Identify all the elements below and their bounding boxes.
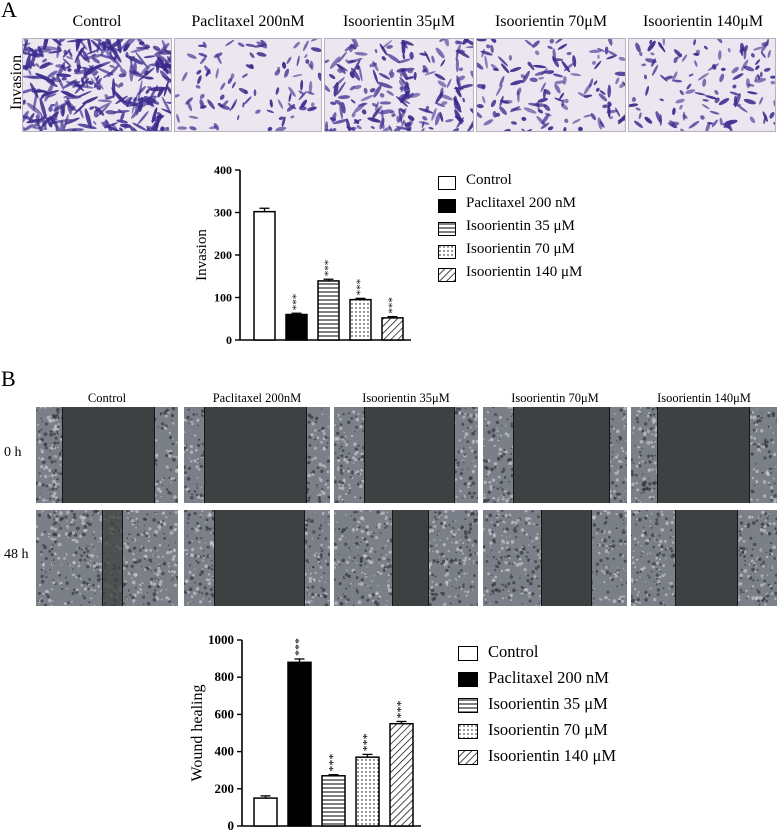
bar <box>321 775 346 827</box>
y-tick-label: 400 <box>214 163 232 177</box>
significance-marker: *** <box>292 638 306 656</box>
legend-label: Isoorientin 140 μM <box>488 746 617 765</box>
y-tick-label: 200 <box>215 781 235 796</box>
legend-swatch-open-icon <box>458 646 478 661</box>
legend-swatch-solid-icon <box>458 672 478 687</box>
legend-label: Isoorientin 35 μM <box>466 218 575 234</box>
y-axis-label: Invasion <box>194 229 210 281</box>
wound-image-paclitaxel-48h <box>184 510 330 606</box>
y-tick-label: 800 <box>215 669 235 684</box>
invasion-label-paclitaxel: Paclitaxel 200nM <box>191 13 305 30</box>
legend-label: Isoorientin 70 μM <box>488 720 608 739</box>
invasion-image-paclitaxel <box>174 38 322 132</box>
wound-legend: Control Paclitaxel 200 nM Isoorientin 35… <box>458 642 658 772</box>
invasion-image-iso140 <box>628 38 776 132</box>
wound-label-control: Control <box>87 391 127 405</box>
wound-image-control-48h <box>36 510 178 606</box>
bar <box>389 722 414 827</box>
legend-swatch-diagonal-icon <box>458 750 478 765</box>
legend-swatch-solid-icon <box>438 199 456 213</box>
wound-image-paclitaxel-0h <box>184 407 330 503</box>
bar <box>285 313 308 341</box>
significance-marker: *** <box>360 733 374 751</box>
row-label-0h: 0 h <box>4 445 22 460</box>
significance-marker: *** <box>394 700 408 718</box>
wound-image-iso70-48h <box>483 510 627 606</box>
wound-image-iso140-0h <box>631 407 777 503</box>
significance-marker: *** <box>291 294 303 311</box>
legend-swatch-dotted-icon <box>438 245 456 259</box>
y-tick-label: 200 <box>214 248 232 262</box>
bar <box>355 756 380 827</box>
significance-marker: *** <box>387 297 399 314</box>
invasion-label-control: Control <box>72 13 122 30</box>
legend-item-iso35: Isoorientin 35 μM <box>458 694 668 718</box>
bar <box>253 210 276 341</box>
legend-label: Control <box>488 642 539 661</box>
legend-item-iso70: Isoorientin 70 μM <box>458 720 668 744</box>
bar <box>349 298 372 341</box>
panel-b-letter: B <box>1 366 16 391</box>
y-tick-label: 0 <box>228 818 235 833</box>
row-label-48h: 48 h <box>4 547 29 562</box>
legend-swatch-horizontal-icon <box>438 222 456 236</box>
y-tick-label: 100 <box>214 291 232 305</box>
y-tick-label: 0 <box>226 333 232 347</box>
wound-image-iso35-48h <box>334 510 478 606</box>
wound-image-iso70-0h <box>483 407 627 503</box>
panel-a-letter: A <box>1 0 17 22</box>
legend-swatch-diagonal-icon <box>438 268 456 282</box>
legend-label: Isoorientin 140 μM <box>466 264 583 280</box>
wound-healing-bar-chart: 0 200 400 600 800 1000 Wound healing *** *** *** *… <box>189 632 421 833</box>
bar <box>381 317 404 341</box>
bar <box>287 661 312 827</box>
invasion-image-control <box>22 38 172 132</box>
legend-swatch-horizontal-icon <box>458 698 478 713</box>
y-tick-label: 600 <box>215 706 235 721</box>
invasion-label-iso70: Isoorientin 70μM <box>494 13 608 30</box>
significance-marker: *** <box>355 279 367 296</box>
y-tick-label: 400 <box>215 744 235 759</box>
legend-item-iso70: Isoorientin 70 μM <box>438 241 648 263</box>
legend-swatch-open-icon <box>438 176 456 190</box>
wound-label-paclitaxel: Paclitaxel 200nM <box>212 391 302 405</box>
legend-swatch-dotted-icon <box>458 724 478 739</box>
wound-label-iso70: Isoorientin 70μM <box>511 391 599 405</box>
wound-label-iso140: Isoorientin 140μM <box>657 391 751 405</box>
wound-image-iso35-0h <box>334 407 478 503</box>
significance-marker: *** <box>323 260 335 277</box>
bar <box>253 797 278 827</box>
legend-label: Paclitaxel 200 nM <box>488 668 609 687</box>
y-axis-label: Wound healing <box>189 685 206 782</box>
invasion-label-iso35: Isoorientin 35μM <box>342 13 456 30</box>
invasion-label-iso140: Isoorientin 140μM <box>642 13 764 30</box>
invasion-image-iso70 <box>476 38 626 132</box>
legend-item-iso140: Isoorientin 140 μM <box>458 746 668 770</box>
legend-label: Paclitaxel 200 nM <box>466 195 576 211</box>
significance-marker: *** <box>326 754 340 772</box>
legend-item-iso35: Isoorientin 35 μM <box>438 218 648 240</box>
legend-item-paclitaxel: Paclitaxel 200 nM <box>458 668 668 692</box>
y-tick-label: 1000 <box>208 632 234 647</box>
legend-label: Isoorientin 35 μM <box>488 694 608 713</box>
bar <box>317 280 340 341</box>
legend-item-paclitaxel: Paclitaxel 200 nM <box>438 195 648 217</box>
invasion-bar-chart: 0 100 200 300 400 Invasion *** *** *** *** <box>194 163 411 347</box>
legend-item-iso140: Isoorientin 140 μM <box>438 264 648 286</box>
invasion-legend: Control Paclitaxel 200 nM Isoorientin 35… <box>438 172 638 292</box>
wound-label-iso35: Isoorientin 35μM <box>362 391 450 405</box>
invasion-image-iso35 <box>324 38 474 132</box>
legend-item-control: Control <box>438 172 648 194</box>
legend-label: Control <box>466 172 512 188</box>
wound-image-iso140-48h <box>631 510 777 606</box>
y-tick-label: 300 <box>214 206 232 220</box>
legend-label: Isoorientin 70 μM <box>466 241 575 257</box>
legend-item-control: Control <box>458 642 668 666</box>
wound-image-control-0h <box>36 407 178 503</box>
